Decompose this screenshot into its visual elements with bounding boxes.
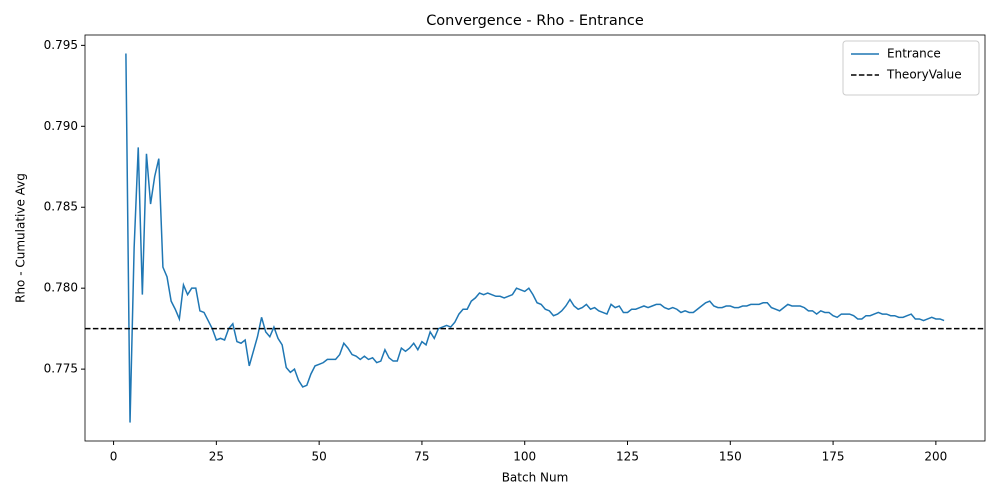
data-line	[125, 53, 945, 423]
x-tick-label: 0	[110, 450, 118, 464]
y-tick-label: 0.790	[44, 119, 78, 133]
legend-label: TheoryValue	[886, 68, 962, 82]
x-tick-label: 75	[414, 450, 429, 464]
x-tick-label: 150	[719, 450, 742, 464]
x-tick-label: 125	[616, 450, 639, 464]
y-tick-label: 0.780	[44, 281, 78, 295]
plot-frame	[84, 34, 986, 442]
x-tick-label: 25	[209, 450, 224, 464]
x-tick-label: 100	[513, 450, 536, 464]
y-tick-label: 0.775	[44, 362, 78, 376]
x-tick-label: 50	[312, 450, 327, 464]
y-axis-label: Rho - Cumulative Avg	[14, 173, 28, 303]
x-tick-label: 175	[822, 450, 845, 464]
legend-label: Entrance	[887, 47, 941, 61]
x-axis-label: Batch Num	[502, 471, 569, 485]
y-tick-label: 0.795	[44, 38, 78, 52]
chart-title: Convergence - Rho - Entrance	[426, 13, 644, 29]
y-tick-label: 0.785	[44, 200, 78, 214]
x-tick-label: 200	[924, 450, 947, 464]
